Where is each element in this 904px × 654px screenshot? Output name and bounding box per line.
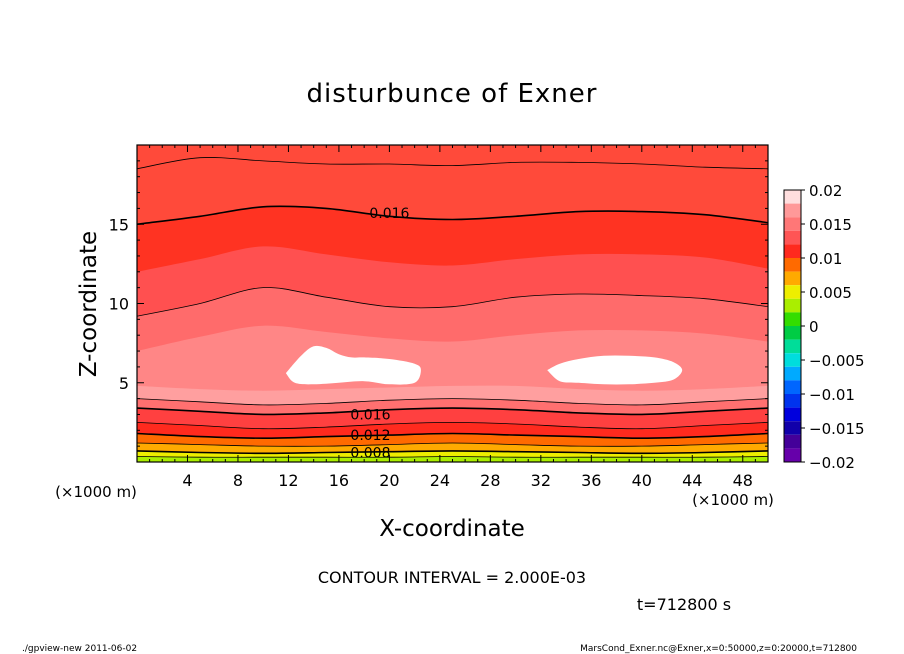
- contour-interval-text: CONTOUR INTERVAL = 2.000E-03: [318, 568, 586, 587]
- x-tick-label: 28: [480, 471, 500, 490]
- contour-line-6: [137, 432, 768, 440]
- x-tick-label: 36: [581, 471, 601, 490]
- x-axis-ticks: 4 8 12 16 20 24 28 32 36 40 44 48: [136, 145, 769, 490]
- contour-line-0: [137, 157, 768, 170]
- time-text: t=712800 s: [637, 595, 731, 614]
- colorbar-tick-label: −0.005: [809, 352, 865, 370]
- colorbar-swatch-11: [784, 339, 801, 354]
- colorbar-swatch-15: [784, 394, 801, 408]
- footer-left: ./gpview-new 2011-06-02: [22, 644, 137, 654]
- contour-line-7: [137, 442, 768, 447]
- x-unit-right: (×1000 m): [692, 491, 774, 509]
- x-tick-label: 24: [430, 471, 450, 490]
- contour-line-1: [137, 205, 768, 226]
- chart-title: disturbunce of Exner: [307, 79, 598, 109]
- x-tick-label: 32: [531, 471, 551, 490]
- x-tick-label: 4: [182, 471, 192, 490]
- colorbar-tick-label: −0.02: [809, 454, 855, 472]
- x-tick-label: 48: [733, 471, 753, 490]
- y-axis-ticks: 5 10 15: [109, 144, 768, 463]
- contour-label-2: 0.012: [350, 428, 390, 444]
- colorbar-swatch-7: [784, 285, 801, 299]
- colorbar-swatch-2: [784, 217, 801, 231]
- x-tick-label: 44: [682, 471, 702, 490]
- colorbar-swatch-17: [784, 421, 801, 435]
- y-axis-label: Z-coordinate: [76, 231, 102, 377]
- colorbar-tick-label: 0.02: [809, 182, 842, 200]
- colorbar-swatch-13: [784, 366, 801, 381]
- colorbar-tick-label: 0.015: [809, 216, 852, 234]
- x-tick-label: 12: [278, 471, 298, 490]
- colorbar-swatch-18: [784, 434, 801, 449]
- x-tick-label: 20: [379, 471, 399, 490]
- colorbar-swatch-14: [784, 380, 801, 394]
- contour-label-1: 0.016: [350, 407, 390, 423]
- colorbar-swatch-9: [784, 312, 801, 326]
- y-tick-label: 10: [109, 295, 129, 314]
- contour-label-3: 0.008: [350, 445, 390, 461]
- contour-line-4: [137, 407, 768, 416]
- colorbar-swatch-10: [784, 326, 801, 340]
- colorbar-swatch-6: [784, 271, 801, 286]
- colorbar-swatch-19: [784, 448, 801, 462]
- contour-line-8: [137, 450, 768, 455]
- y-tick-label: 15: [109, 215, 129, 234]
- x-tick-label: 16: [329, 471, 349, 490]
- colorbar-tick-label: −0.015: [809, 420, 865, 438]
- colorbar-tick-label: 0: [809, 318, 819, 336]
- max-region-0: [285, 345, 421, 385]
- colorbar-swatch-12: [784, 353, 801, 367]
- colorbar-swatch-16: [784, 407, 801, 422]
- colorbar-tick-label: −0.01: [809, 386, 855, 404]
- x-unit-left: (×1000 m): [55, 483, 137, 501]
- x-axis-label: X-coordinate: [379, 516, 525, 542]
- colorbar-swatch-8: [784, 298, 801, 313]
- colorbar-tick-label: 0.005: [809, 284, 852, 302]
- colorbar-swatch-3: [784, 230, 801, 245]
- colorbar-tick-label: 0.01: [809, 250, 842, 268]
- colorbar-swatch-0: [784, 190, 801, 204]
- footer-right: MarsCond_Exner.nc@Exner,x=0:50000,z=0:20…: [580, 644, 857, 654]
- contour-label-0: 0.016: [369, 206, 409, 222]
- contour-line-5: [137, 421, 768, 430]
- colorbar-swatch-4: [784, 244, 801, 258]
- colorbar: 0.02 0.015 0.01 0.005 0 −0.005 −0.01 −0.015 −0.0…: [783, 182, 865, 472]
- contour-line-2: [137, 287, 768, 317]
- x-tick-label: 40: [632, 471, 652, 490]
- contour-line-9: [137, 456, 768, 458]
- max-region-1: [547, 355, 683, 385]
- colorbar-swatch-1: [784, 203, 801, 218]
- colorbar-swatch-5: [784, 258, 801, 272]
- y-tick-label: 5: [119, 374, 129, 393]
- contour-line-3: [137, 398, 768, 406]
- x-tick-label: 8: [233, 471, 243, 490]
